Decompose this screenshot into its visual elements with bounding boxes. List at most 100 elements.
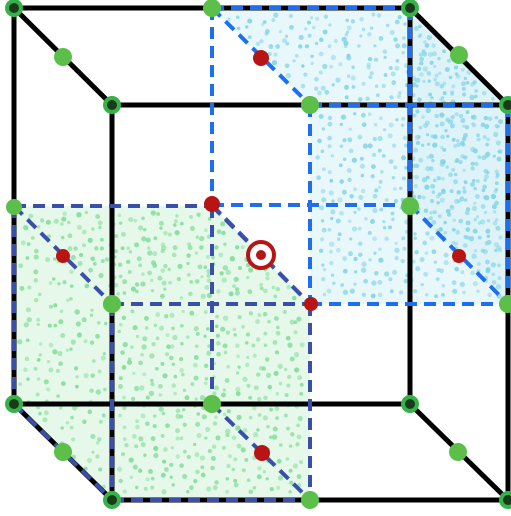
texture-dot [27, 285, 32, 290]
texture-dot [58, 319, 64, 325]
texture-dot [336, 237, 341, 241]
texture-dot [450, 123, 455, 129]
texture-dot [430, 96, 434, 100]
texture-dot [156, 212, 161, 216]
texture-dot [471, 122, 475, 126]
texture-dot [425, 107, 431, 114]
texture-dot [381, 83, 386, 89]
texture-dot [151, 260, 156, 266]
texture-dot [439, 161, 445, 167]
texture-dot [61, 381, 66, 386]
texture-dot [484, 174, 490, 180]
texture-dot [70, 255, 76, 261]
texture-dot [347, 137, 353, 143]
texture-dot [348, 148, 354, 154]
texture-dot [102, 484, 106, 489]
texture-dot [247, 289, 253, 294]
texture-dot [69, 425, 74, 430]
texture-dot [421, 195, 426, 200]
face-center-nodes [56, 50, 466, 461]
texture-dot [45, 219, 51, 225]
texture-dot [128, 217, 134, 223]
texture-dot [221, 230, 226, 236]
texture-dot [98, 419, 103, 424]
texture-dot [453, 144, 458, 149]
texture-dot [158, 325, 165, 331]
texture-dot [36, 358, 41, 362]
texture-dot [376, 13, 382, 18]
texture-dot [81, 229, 87, 235]
face-center-node [304, 297, 318, 311]
texture-dot [462, 132, 469, 139]
texture-dot [274, 406, 280, 411]
texture-dot [189, 485, 194, 491]
texture-dot [398, 91, 402, 95]
texture-dot [193, 375, 199, 381]
texture-dot [277, 475, 284, 481]
texture-dot [366, 65, 371, 70]
texture-dot [376, 93, 380, 98]
texture-dot [463, 76, 468, 81]
texture-dot [384, 198, 389, 202]
texture-dot [474, 94, 478, 99]
texture-dot [83, 373, 89, 379]
texture-dot [414, 77, 421, 84]
texture-dot [37, 292, 42, 297]
texture-dot [39, 218, 45, 223]
texture-dot [130, 309, 135, 314]
texture-dot [411, 259, 416, 264]
texture-dot [222, 412, 227, 417]
texture-dot [246, 275, 250, 280]
texture-dot [426, 70, 432, 76]
texture-dot [97, 220, 103, 226]
texture-dot [206, 486, 212, 492]
texture-dot [333, 38, 338, 44]
texture-dot [155, 336, 160, 341]
texture-dot [122, 291, 127, 295]
texture-dot [171, 362, 176, 367]
texture-dot [173, 391, 177, 396]
texture-dot [413, 232, 417, 236]
texture-dot [497, 276, 502, 281]
texture-dot [321, 276, 326, 282]
texture-dot [304, 27, 308, 31]
texture-dot [33, 269, 39, 275]
texture-dot [189, 225, 195, 232]
texture-dot [479, 219, 486, 225]
texture-dot [461, 92, 467, 97]
texture-dot [74, 384, 79, 389]
texture-dot [186, 455, 191, 459]
texture-dot [165, 333, 170, 338]
texture-dot [199, 235, 205, 242]
texture-dot [454, 112, 459, 117]
texture-dot [216, 341, 221, 346]
texture-dot [444, 67, 450, 72]
texture-dot [371, 164, 376, 169]
texture-dot [328, 190, 334, 196]
texture-dot [340, 114, 347, 120]
texture-dot [292, 295, 297, 301]
texture-dot [259, 39, 264, 44]
texture-dot [284, 63, 290, 69]
texture-dot [90, 308, 94, 312]
texture-dot [422, 66, 428, 72]
texture-dot [195, 331, 200, 336]
texture-dot [225, 330, 230, 335]
texture-dot [97, 437, 102, 442]
texture-dot [187, 245, 193, 251]
texture-dot [203, 381, 208, 386]
texture-dot [495, 140, 501, 146]
texture-dot [448, 75, 453, 80]
texture-dot [150, 476, 155, 481]
texture-dot [357, 134, 363, 140]
texture-dot [244, 458, 249, 462]
texture-dot [200, 293, 206, 299]
texture-dot [476, 133, 480, 138]
texture-dot [329, 249, 333, 254]
vertex-node [499, 491, 511, 509]
texture-dot [235, 245, 240, 250]
texture-dot [428, 153, 434, 159]
texture-dot [413, 26, 419, 31]
texture-dot [463, 180, 468, 184]
texture-dot [79, 252, 84, 258]
